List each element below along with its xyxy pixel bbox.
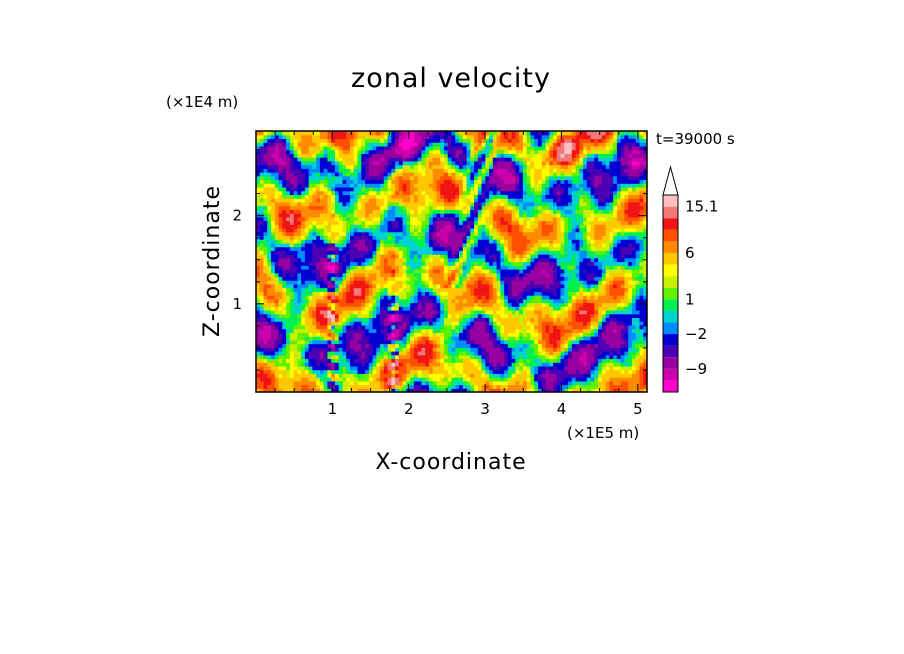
y-tick-label: 2 <box>232 207 242 225</box>
x-unit-label: (×1E5 m) <box>567 424 639 442</box>
colorbar: 15.1 6 1 −2 −9 <box>662 165 718 393</box>
x-tick-label: 4 <box>557 400 567 418</box>
colorbar-swatch <box>663 252 678 265</box>
colorbar-label: −2 <box>685 325 707 343</box>
y-axis-label: Z-coordinate <box>200 185 225 337</box>
x-axis: 1 2 3 4 5 <box>274 131 643 418</box>
colorbar-swatch <box>663 368 678 381</box>
colorbar-swatch <box>663 345 678 358</box>
chart-title: zonal velocity <box>351 63 551 94</box>
colorbar-swatch <box>663 276 678 288</box>
colorbar-label: 6 <box>685 244 695 262</box>
colorbar-label: 15.1 <box>685 198 718 216</box>
colorbar-swatch <box>663 218 678 230</box>
y-tick-label: 1 <box>232 295 242 313</box>
plot-frame <box>255 130 648 393</box>
y-axis: 12 <box>232 149 647 371</box>
colorbar-swatch <box>663 357 678 369</box>
colorbar-swatch <box>663 310 678 323</box>
heatmap-field <box>256 131 647 392</box>
x-tick-label: 2 <box>404 400 414 418</box>
colorbar-swatch <box>663 229 678 242</box>
colorbar-extend-arrow <box>662 165 679 196</box>
colorbar-swatch <box>663 334 678 346</box>
colorbar-swatch <box>663 241 678 253</box>
colorbar-swatch <box>663 287 678 300</box>
colorbar-swatch <box>663 206 678 219</box>
x-tick-label: 3 <box>480 400 490 418</box>
x-tick-label: 1 <box>328 400 338 418</box>
x-axis-label: X-coordinate <box>375 450 526 475</box>
colorbar-swatch <box>663 380 678 392</box>
time-label: t=39000 s <box>656 130 735 148</box>
y-unit-label: (×1E4 m) <box>166 93 238 111</box>
colorbar-label: −9 <box>685 360 707 378</box>
colorbar-swatch <box>663 195 678 207</box>
x-tick-label: 5 <box>633 400 643 418</box>
colorbar-swatch <box>663 322 678 335</box>
colorbar-label: 1 <box>685 290 695 308</box>
colorbar-swatch <box>663 264 678 277</box>
colorbar-swatch <box>663 299 678 311</box>
